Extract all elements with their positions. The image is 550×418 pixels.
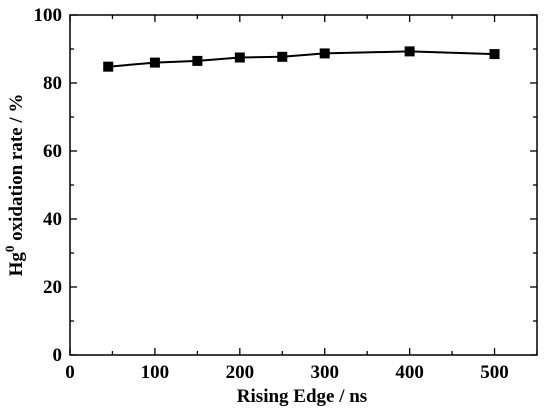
data-point-marker	[192, 55, 203, 66]
x-tick-label: 500	[480, 362, 509, 383]
y-tick-label: 20	[43, 277, 62, 298]
data-point-marker	[234, 52, 245, 63]
y-axis-title: Hg0 oxidation rate / %	[2, 94, 27, 277]
data-point-marker	[404, 46, 415, 57]
y-tick-label: 60	[43, 141, 62, 162]
x-tick-label: 400	[395, 362, 424, 383]
series-line	[108, 50, 495, 68]
data-point-marker	[103, 61, 114, 72]
data-point-marker	[277, 51, 288, 62]
plot-frame	[69, 14, 538, 356]
y-tick-label: 100	[34, 5, 63, 26]
y-axis-title-superscript: 0	[2, 246, 17, 253]
y-axis-title-prefix: Hg	[6, 252, 27, 277]
y-tick-label: 0	[53, 345, 63, 366]
labels-layer: Rising Edge / ns Hg0 oxidation rate / %	[2, 94, 367, 407]
y-tick-label: 40	[43, 209, 62, 230]
axes-layer: 0 100 200 300 400 500 0 20 40 60 80 100	[34, 5, 538, 383]
y-tick-label: 80	[43, 73, 62, 94]
x-tick-label: 0	[65, 362, 75, 383]
x-axis-title: Rising Edge / ns	[237, 386, 367, 407]
x-tick-label: 100	[141, 362, 170, 383]
x-tick-label: 300	[310, 362, 339, 383]
y-axis-title-suffix: oxidation rate / %	[6, 94, 27, 246]
series-layer	[103, 46, 500, 72]
x-tick-label: 200	[226, 362, 255, 383]
data-point-marker	[319, 48, 330, 59]
data-point-marker	[149, 57, 160, 68]
data-point-marker	[489, 49, 500, 60]
